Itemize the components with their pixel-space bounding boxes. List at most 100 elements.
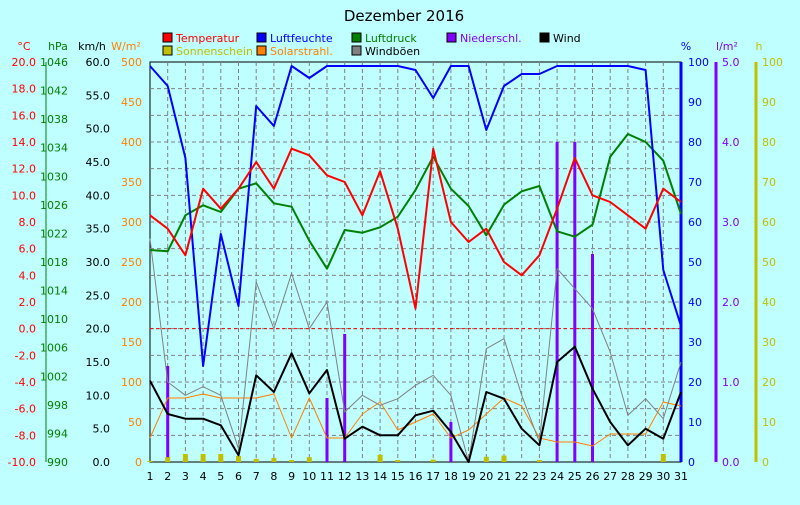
legend-label: Niederschl. (460, 32, 522, 45)
humidity-tick-label: 20 (688, 376, 702, 389)
sunshine-tick-label: 90 (762, 96, 776, 109)
legend-swatch (351, 45, 362, 56)
temperature-tick-label: -4.0 (15, 376, 36, 389)
precipitation-bar (449, 422, 453, 462)
precipitation-unit-label: l/m² (716, 40, 738, 53)
x-tick-label: 15 (391, 470, 405, 483)
legend-label: Solarstrahl. (270, 45, 333, 58)
x-tick-label: 26 (586, 470, 600, 483)
sunshine-tick-label: 100 (762, 56, 783, 69)
solar-tick-label: 0 (135, 456, 142, 469)
precipitation-tick-label: 1.0 (722, 376, 740, 389)
sunshine-tick-label: 40 (762, 296, 776, 309)
x-tick-label: 1 (147, 470, 154, 483)
legend-label: Windböen (365, 45, 420, 58)
wind-tick-label: 25.0 (86, 289, 111, 302)
humidity-tick-label: 90 (688, 96, 702, 109)
solar-tick-label: 400 (121, 136, 142, 149)
x-tick-label: 2 (164, 470, 171, 483)
x-tick-label: 31 (674, 470, 688, 483)
sunshine-bar (271, 458, 277, 462)
pressure-tick-label: 998 (47, 399, 68, 412)
sunshine-tick-label: 20 (762, 376, 776, 389)
legend-swatch (256, 32, 267, 43)
x-tick-label: 18 (444, 470, 458, 483)
sunshine-tick-label: 80 (762, 136, 776, 149)
temperature-tick-label: 20.0 (12, 56, 37, 69)
legend-swatch (162, 32, 173, 43)
temperature-tick-label: 2.0 (19, 296, 37, 309)
x-tick-label: 5 (217, 470, 224, 483)
x-tick-label: 29 (639, 470, 653, 483)
precipitation-tick-label: 4.0 (722, 136, 740, 149)
precipitation-tick-label: 3.0 (722, 216, 740, 229)
x-tick-label: 10 (302, 470, 316, 483)
sunshine-bar (147, 460, 153, 462)
wind-tick-label: 50.0 (86, 123, 111, 136)
precipitation-bar (325, 398, 329, 462)
humidity-tick-label: 30 (688, 336, 702, 349)
precipitation-bar (343, 334, 347, 462)
humidity-tick-label: 40 (688, 296, 702, 309)
humidity-tick-label: 80 (688, 136, 702, 149)
pressure-unit-label: hPa (48, 40, 68, 53)
x-tick-label: 25 (568, 470, 582, 483)
wind-tick-label: 45.0 (86, 156, 111, 169)
solar-tick-label: 300 (121, 216, 142, 229)
temperature-tick-label: -2.0 (15, 349, 36, 362)
sunshine-bar (501, 455, 507, 462)
solar-tick-label: 150 (121, 336, 142, 349)
temperature-tick-label: 4.0 (19, 269, 37, 282)
legend-swatch (539, 32, 550, 43)
sunshine-tick-label: 70 (762, 176, 776, 189)
sunshine-tick-label: 0 (762, 456, 769, 469)
x-tick-label: 22 (515, 470, 529, 483)
wind-unit-label: km/h (78, 40, 106, 53)
sunshine-bar (253, 458, 259, 462)
pressure-tick-label: 1042 (40, 85, 68, 98)
x-tick-label: 24 (550, 470, 564, 483)
wind-tick-label: 5.0 (93, 423, 111, 436)
sunshine-tick-label: 60 (762, 216, 776, 229)
precipitation-bar (591, 254, 594, 462)
precipitation-tick-label: 5.0 (722, 56, 740, 69)
precipitation-bar (555, 142, 559, 462)
solar-tick-label: 350 (121, 176, 142, 189)
humidity-tick-label: 0 (688, 456, 695, 469)
wind-tick-label: 35.0 (86, 223, 111, 236)
x-tick-label: 21 (497, 470, 511, 483)
x-tick-label: 8 (270, 470, 277, 483)
solar-unit-label: W/m² (111, 40, 141, 53)
temperature-tick-label: -8.0 (15, 429, 36, 442)
temperature-tick-label: 12.0 (12, 163, 37, 176)
humidity-tick-label: 60 (688, 216, 702, 229)
sunshine-bar (182, 454, 188, 462)
pressure-tick-label: 994 (47, 427, 68, 440)
legend-label: Temperatur (175, 32, 240, 45)
sunshine-bar (395, 460, 401, 462)
temperature-tick-label: 0.0 (19, 323, 37, 336)
sunshine-bar (430, 459, 436, 462)
chart-title: Dezember 2016 (344, 7, 464, 25)
sunshine-bar (200, 454, 206, 462)
wind-tick-label: 20.0 (86, 323, 111, 336)
temperature-tick-label: -6.0 (15, 403, 36, 416)
legend-label: Wind (553, 32, 581, 45)
sunshine-bar (165, 457, 171, 462)
pressure-tick-label: 1010 (40, 313, 68, 326)
humidity-unit-label: % (681, 40, 691, 53)
pressure-tick-label: 990 (47, 456, 68, 469)
line-series (149, 65, 682, 463)
pressure-tick-label: 1006 (40, 342, 68, 355)
wind-tick-label: 10.0 (86, 389, 111, 402)
sunshine-bar (483, 456, 489, 462)
pressure-tick-label: 1030 (40, 170, 68, 183)
legend-swatch (256, 45, 267, 56)
precipitation-tick-label: 2.0 (722, 296, 740, 309)
x-tick-label: 14 (373, 470, 387, 483)
pressure-tick-label: 1026 (40, 199, 68, 212)
humidity-tick-label: 70 (688, 176, 702, 189)
temperature-tick-label: 14.0 (12, 136, 37, 149)
x-tick-label: 11 (320, 470, 334, 483)
